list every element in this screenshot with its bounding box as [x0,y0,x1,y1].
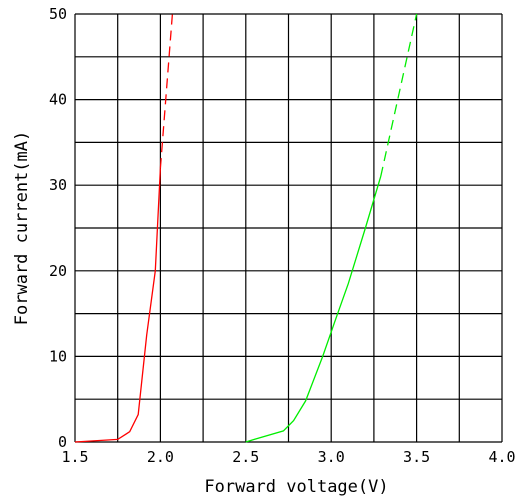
x-tick-label: 2.0 [147,448,174,466]
y-tick-label: 10 [49,347,67,365]
series-line-2 [245,176,382,443]
x-tick-label: 2.5 [232,448,259,466]
series-dashed-extension-2 [380,13,418,177]
x-tick-label: 3.0 [318,448,345,466]
chart-ticks: 1.5 2.0 2.5 3.0 3.5 4.0 0 10 20 30 40 50 [49,5,516,466]
series-dashed-extension-1 [159,13,174,169]
series-line-1 [74,168,162,443]
x-axis-label: Forward voltage(V) [204,477,388,497]
y-axis-label: Forward current(mA) [12,131,32,325]
x-tick-label: 3.5 [403,448,430,466]
chart-grid [74,13,503,443]
y-tick-label: 30 [49,176,67,194]
x-tick-label: 1.5 [61,448,88,466]
y-tick-label: 0 [58,433,67,451]
y-tick-label: 20 [49,262,67,280]
y-tick-label: 40 [49,91,67,109]
x-tick-label: 4.0 [488,448,515,466]
chart-series [74,13,418,443]
y-tick-label: 50 [49,5,67,23]
